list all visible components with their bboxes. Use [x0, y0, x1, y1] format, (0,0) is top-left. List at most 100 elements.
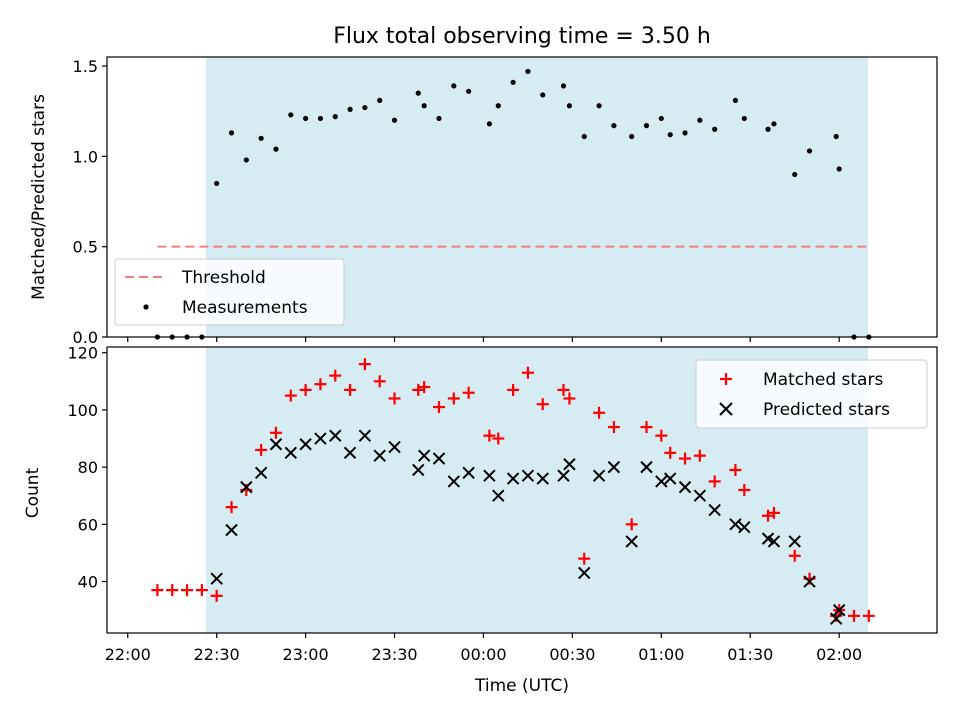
bottom-legend-box [695, 359, 928, 429]
predicted-star-point [284, 446, 297, 460]
predicted-star-point [388, 440, 401, 454]
legend-measurements-swatch [143, 304, 149, 310]
bottom-y-ticks: 40 60 80 100 120 [67, 344, 107, 592]
matched-star-point [536, 398, 549, 411]
predicted-star-point [803, 575, 816, 588]
matched-star-point [433, 401, 445, 414]
matched-star-point [166, 584, 179, 597]
matched-star-point [329, 369, 342, 382]
measurement-point [486, 121, 492, 127]
matched-star-point [738, 484, 751, 496]
matched-star-point [358, 358, 371, 371]
matched-star-point [625, 518, 638, 531]
matched-star-point [492, 432, 505, 445]
matched-star-point [563, 392, 576, 405]
matched-star-point [462, 386, 475, 399]
predicted-star-point [830, 612, 843, 625]
x-axis-label: Time (UTC) [474, 676, 569, 696]
matched-star-point [521, 366, 534, 379]
predicted-star-point [373, 449, 386, 462]
bottom-legend: Matched stars Predicted stars [695, 359, 928, 429]
predicted-star-point [506, 472, 520, 485]
matched-star-point [767, 506, 780, 519]
bottom-y-axis-label: Count [23, 467, 43, 518]
bottom-panel: 40 60 80 100 120 22:00 22:30 23:00 23:30 00:00 00… [23, 344, 938, 696]
predicted-star-point [447, 475, 461, 488]
measurement-point [273, 146, 279, 152]
matched-star-point [314, 378, 327, 391]
predicted-star-point [483, 469, 496, 482]
measurement-point [560, 83, 567, 89]
matched-star-point [762, 509, 775, 522]
predicted-star-point [832, 603, 846, 617]
matched-star-point [447, 392, 460, 405]
y-tick-label: 1.0 [73, 147, 98, 166]
matched-star-point [788, 549, 801, 562]
predicted-star-point [314, 432, 327, 445]
measurement-point [415, 90, 421, 96]
measurement-point [391, 117, 398, 123]
predicted-star-point [329, 429, 342, 442]
top-panel: 0.0 0.5 1.0 1.5 Flux total observing time =… [29, 24, 938, 347]
matched-star-point [729, 463, 742, 476]
top-x-ticks [127, 337, 840, 342]
measurement-point [833, 133, 839, 140]
predicted-star-point [592, 469, 606, 482]
matched-star-point [640, 421, 653, 434]
matched-star-point [607, 421, 620, 434]
predicted-star-point [417, 449, 431, 462]
y-tick-label: 120 [67, 344, 98, 363]
x-tick-label: 23:30 [371, 645, 417, 664]
measurement-point [377, 97, 383, 103]
measurement-point [566, 103, 573, 109]
matched-star-point [418, 381, 431, 394]
predicted-star-point [269, 438, 283, 451]
matched-star-point [679, 452, 692, 465]
matched-star-point [578, 552, 591, 565]
measurement-point [303, 115, 309, 122]
matched-star-point [507, 383, 520, 396]
measurement-point [510, 79, 516, 85]
matched-star-point [181, 584, 194, 597]
measurement-point [421, 103, 427, 109]
y-tick-label: 100 [67, 401, 98, 420]
predicted-star-point [536, 472, 549, 485]
measurement-point [611, 123, 617, 129]
x-tick-label: 22:30 [194, 645, 240, 664]
legend-predicted-swatch [719, 402, 733, 416]
predicted-star-point [607, 460, 621, 474]
predicted-star-point [254, 466, 268, 480]
measurement-point [836, 166, 842, 172]
measurement-point [629, 133, 635, 140]
matched-star-point [269, 426, 282, 439]
y-tick-label: 0.5 [73, 238, 98, 257]
predicted-star-point [557, 469, 570, 482]
bottom-panel-frame [106, 346, 938, 634]
measurement-point [741, 115, 747, 122]
matched-star-point [151, 584, 164, 597]
top-panel-frame [106, 56, 938, 338]
matched-star-point [299, 383, 312, 396]
top-legend: Threshold Measurements [114, 258, 345, 326]
predicted-star-point [299, 438, 312, 451]
matched-star-point [195, 584, 208, 597]
measurement-point [288, 112, 294, 118]
matched-star-point [708, 475, 721, 488]
measurement-point [643, 123, 650, 129]
measurement-point [332, 114, 338, 120]
measurement-point [712, 126, 718, 132]
y-tick-label: 1.5 [73, 57, 98, 76]
predicted-star-point [738, 520, 751, 534]
matched-star-point [412, 383, 425, 396]
measurement-point [436, 115, 442, 122]
matched-star-point [255, 443, 268, 456]
matched-star-point [862, 609, 875, 622]
legend-measurements-label: Measurements [182, 298, 308, 318]
x-tick-label: 01:00 [638, 645, 684, 664]
measurement-point [525, 68, 531, 75]
predicted-star-point [343, 446, 357, 460]
predicted-star-point [358, 429, 372, 442]
x-tick-label: 00:30 [549, 645, 595, 664]
matched-star-point [655, 429, 668, 442]
